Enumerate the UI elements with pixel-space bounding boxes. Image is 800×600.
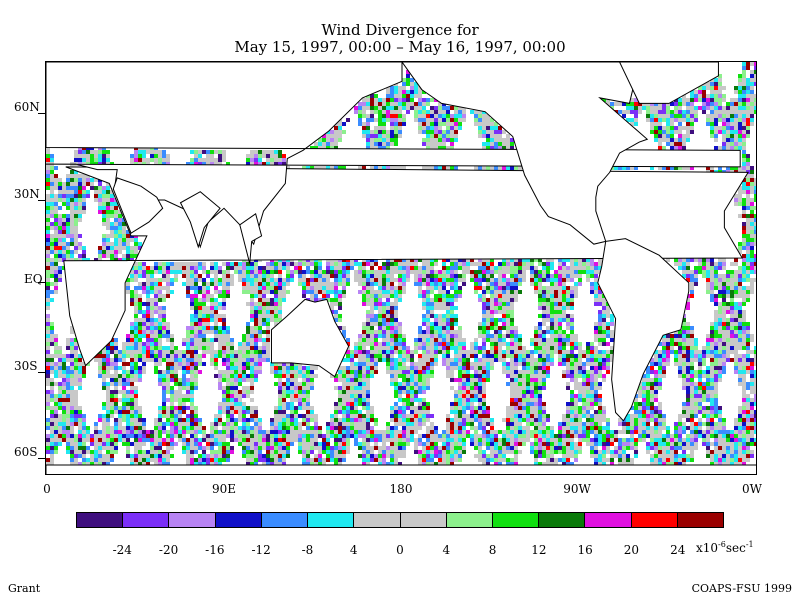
lat-label-30s: 30S <box>14 359 38 373</box>
lat-tick <box>38 113 46 114</box>
colorbar-units: x10-6sec-1 <box>696 540 754 555</box>
lat-tick <box>38 372 46 373</box>
lon-label-180: 180 <box>389 482 413 496</box>
colorbar-tick-label: 4 <box>442 543 451 557</box>
map-title-line2: May 15, 1997, 00:00 – May 16, 1997, 00:0… <box>234 38 566 56</box>
colorbar-swatch <box>308 513 355 527</box>
lon-label-0: 0 <box>43 482 51 496</box>
colorbar-tick-label: 8 <box>488 543 497 557</box>
divergence-map <box>45 61 757 475</box>
map-canvas <box>46 62 756 474</box>
colorbar-swatch <box>539 513 586 527</box>
colorbar-swatch <box>631 513 678 527</box>
colorbar-swatch <box>446 513 493 527</box>
colorbar-swatch <box>585 513 632 527</box>
colorbar <box>76 512 724 528</box>
lon-label-90w: 90W <box>563 482 591 496</box>
lon-label-90e: 90E <box>211 482 237 496</box>
lon-label-0w: 0W <box>742 482 762 496</box>
lat-label-30n: 30N <box>14 187 40 201</box>
colorbar-swatch <box>492 513 540 527</box>
scatterometer-swaths <box>46 62 756 466</box>
colorbar-swatch <box>77 513 124 527</box>
colorbar-tick-label: 16 <box>577 543 593 557</box>
colorbar-tick-label: -24 <box>112 543 132 557</box>
lat-label-eq: EQ <box>24 272 43 286</box>
footer-author: Grant <box>8 582 41 595</box>
colorbar-swatch <box>215 513 262 527</box>
lat-tick <box>38 282 46 283</box>
colorbar-tick-label: 12 <box>531 543 547 557</box>
colorbar-swatch <box>354 513 401 527</box>
colorbar-swatch <box>677 513 724 527</box>
colorbar-swatch <box>261 513 309 527</box>
colorbar-swatch <box>123 513 170 527</box>
colorbar-swatch <box>169 513 216 527</box>
coastlines <box>46 62 756 474</box>
map-title-line1: Wind Divergence for <box>321 21 479 39</box>
lat-tick <box>38 458 46 459</box>
colorbar-tick-label: 0 <box>396 543 404 557</box>
colorbar-tick-label: -8 <box>301 543 314 557</box>
colorbar-tick-label: -20 <box>158 543 179 557</box>
footer-credit: COAPS-FSU 1999 <box>691 582 792 595</box>
colorbar-swatch <box>400 513 447 527</box>
lat-label-60s: 60S <box>14 445 38 459</box>
colorbar-tick-label: 20 <box>623 543 640 557</box>
lat-label-60n: 60N <box>14 100 40 114</box>
colorbar-tick-label: 24 <box>670 543 686 557</box>
colorbar-tick-label: -16 <box>205 543 225 557</box>
lat-tick <box>38 200 46 201</box>
colorbar-tick-label: -12 <box>251 543 271 557</box>
colorbar-tick-label: 4 <box>349 543 358 557</box>
